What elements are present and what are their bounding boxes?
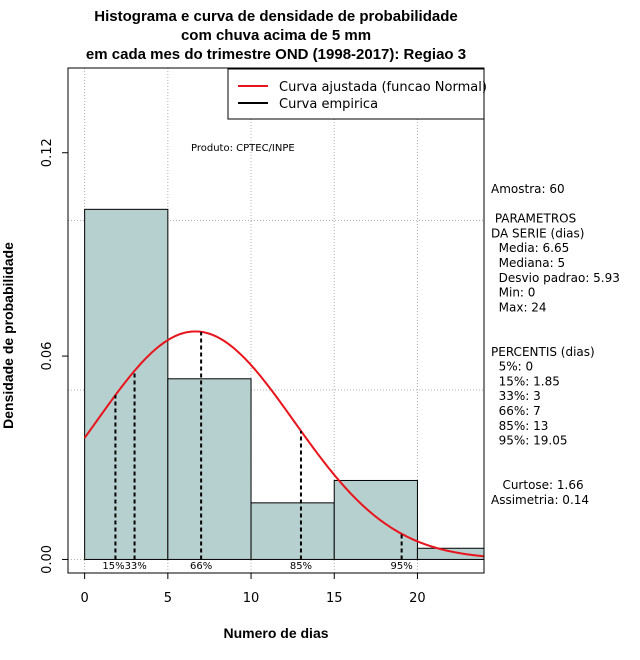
- stats-line: 33%: 3: [491, 389, 541, 403]
- stats-line: Max: 24: [491, 300, 547, 314]
- stats-line: Assimetria: 0.14: [491, 493, 589, 507]
- x-tick-label: 0: [80, 591, 88, 606]
- y-tick-label: 0.06: [40, 342, 55, 371]
- stats-line: 85%: 13: [491, 419, 548, 433]
- percentile-label: 66%: [190, 561, 212, 572]
- stats-line: DA SERIE (dias): [491, 226, 584, 240]
- chart-title: Histograma e curva de densidade de proba…: [86, 8, 466, 63]
- x-tick-label: 20: [409, 591, 426, 606]
- stats-line: 5%: 0: [491, 360, 533, 374]
- histogram-bar: [167, 378, 252, 560]
- histogram-bar: [416, 547, 485, 560]
- title-line: Histograma e curva de densidade de proba…: [94, 8, 457, 25]
- histogram-bars: [84, 208, 485, 560]
- title-line: em cada mes do trimestre OND (1998-2017)…: [86, 46, 466, 63]
- histogram-bar: [84, 208, 169, 560]
- x-tick-label: 5: [164, 591, 172, 606]
- histogram-bar: [333, 479, 418, 560]
- stats-line: Desvio padrao: 5.93: [491, 271, 620, 285]
- stats-line: Amostra: 60: [491, 182, 565, 196]
- stats-line: Curtose: 1.66: [491, 478, 584, 492]
- legend: Curva ajustada (funcao Normal) Curva empi…: [227, 68, 487, 120]
- stats-line: PARAMETROS: [491, 212, 576, 226]
- y-axis-label: Densidade de probabilidade: [0, 242, 16, 429]
- percentile-label: 85%: [290, 561, 312, 572]
- percentile-lines: 15%33% 66% 85% 95%: [102, 331, 413, 572]
- percentile-label: 15%33%: [102, 561, 146, 572]
- x-tick-label: 10: [243, 591, 260, 606]
- normal-curve: [83, 330, 485, 558]
- axes: 0 5 10 15 20 0.00 0.06 0.12: [40, 138, 426, 606]
- stats-line: Media: 6.65: [491, 241, 569, 255]
- stats-line: 15%: 1.85: [491, 374, 560, 388]
- percentile-label: 95%: [391, 561, 413, 572]
- legend-label: Curva empirica: [279, 97, 378, 112]
- stats-line: PERCENTIS (dias): [491, 345, 595, 359]
- y-tick-label: 0.12: [40, 138, 55, 167]
- plot-frame: [67, 67, 485, 574]
- legend-label: Curva ajustada (funcao Normal): [279, 80, 487, 95]
- stats-line: Min: 0: [491, 286, 535, 300]
- x-axis-label: Numero de dias: [223, 625, 328, 641]
- stats-line: Mediana: 5: [491, 256, 565, 270]
- y-tick-label: 0.00: [40, 545, 55, 574]
- title-line: com chuva acima de 5 mm: [181, 27, 371, 44]
- stats-line: 95%: 19.05: [491, 434, 568, 448]
- x-tick-label: 15: [326, 591, 343, 606]
- histogram-bar: [250, 502, 335, 560]
- stats-line: 66%: 7: [491, 404, 541, 418]
- annotation: Produto: CPTEC/INPE: [191, 143, 295, 154]
- normal-curve-line: [83, 330, 485, 558]
- legend-box: [227, 68, 485, 120]
